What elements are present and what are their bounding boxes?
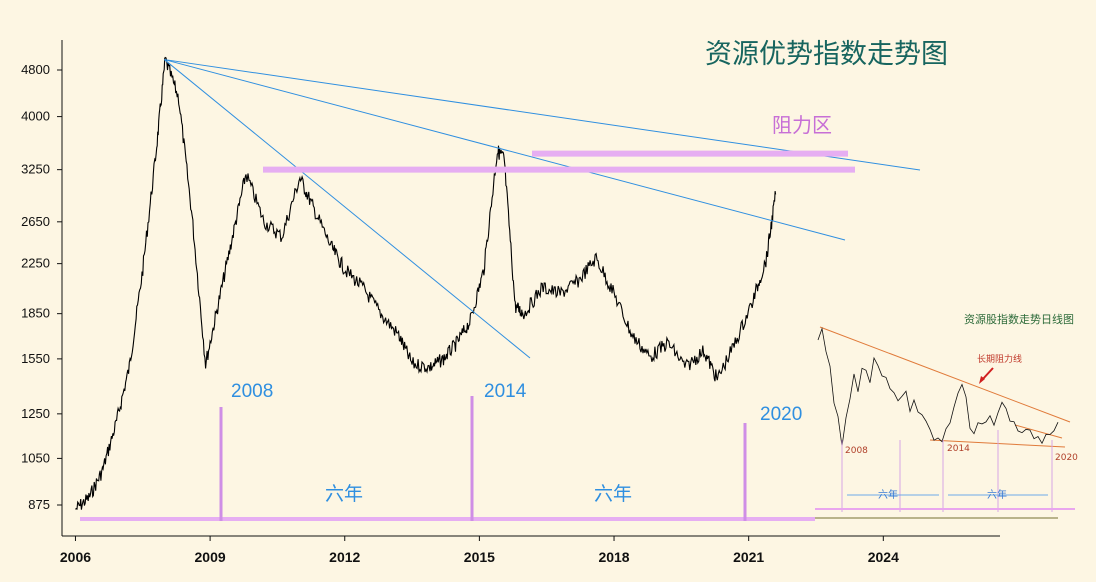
x-tick-label: 2009 xyxy=(195,549,226,565)
trend-line-3 xyxy=(164,59,531,359)
inset-short-trend xyxy=(1014,424,1063,439)
y-tick-label: 1850 xyxy=(21,306,50,321)
axes xyxy=(61,40,1000,537)
resistance-label: 阻力区 xyxy=(772,113,832,137)
x-tick-label: 2015 xyxy=(464,549,495,565)
x-tick-label: 2006 xyxy=(60,549,91,565)
interval-label: 六年 xyxy=(594,483,632,505)
inset-title: 资源股指数走势日线图 xyxy=(964,312,1074,326)
y-tick-label: 4000 xyxy=(21,109,50,124)
inset-resistance-line xyxy=(819,326,1071,423)
low-year-label: 2008 xyxy=(231,381,273,402)
inset-year-2020: 2020 xyxy=(1055,453,1078,463)
inset-interval-label-2: 六年 xyxy=(987,488,1007,501)
inset-background xyxy=(815,300,1075,520)
x-tick-label: 2018 xyxy=(598,549,629,565)
inset-arrow-head xyxy=(979,376,985,384)
y-tick-label: 2250 xyxy=(21,256,50,271)
inset-price-line xyxy=(817,327,1059,447)
x-tick-label: 2012 xyxy=(329,549,360,565)
x-tick-label: 2024 xyxy=(868,549,899,565)
interval-label: 六年 xyxy=(325,483,363,505)
y-tick-label: 4800 xyxy=(21,62,50,77)
low-year-label: 2014 xyxy=(484,381,527,402)
y-tick-label: 1050 xyxy=(21,450,50,465)
inset-arrow-label: 长期阻力线 xyxy=(977,353,1022,365)
series-line xyxy=(75,56,777,510)
low-year-label: 2020 xyxy=(760,404,802,425)
y-tick-label: 3250 xyxy=(21,162,50,177)
x-tick-label: 2021 xyxy=(733,549,764,565)
inset-chart: 资源股指数走势日线图 长期阻力线 2008 2014 2020 六年 六年 xyxy=(815,300,1078,520)
inset-interval-label-1: 六年 xyxy=(878,488,898,501)
inset-year-2014: 2014 xyxy=(947,444,970,454)
y-tick-label: 2650 xyxy=(21,214,50,229)
trend-line-2 xyxy=(164,59,846,241)
y-tick-label: 1550 xyxy=(21,351,50,366)
inset-arrow xyxy=(981,367,994,381)
y-tick-label: 875 xyxy=(28,497,50,512)
chart-title: 资源优势指数走势图 xyxy=(705,39,948,70)
y-tick-label: 1250 xyxy=(21,406,50,421)
inset-year-2008: 2008 xyxy=(845,446,868,456)
